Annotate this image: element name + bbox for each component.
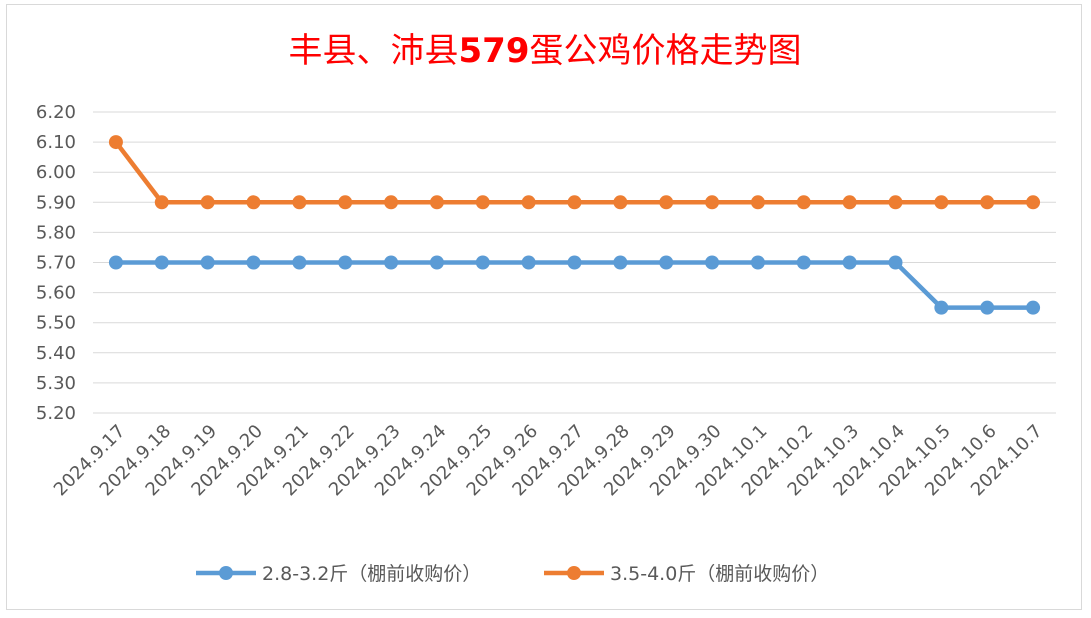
data-point (980, 195, 995, 210)
data-point (888, 255, 903, 270)
chart-title-post: 蛋公鸡价格走势图 (529, 31, 801, 71)
data-point (429, 195, 444, 210)
data-point (1026, 195, 1041, 210)
legend-swatch-marker (567, 566, 581, 580)
data-point (1026, 300, 1041, 315)
legend-swatch-marker (219, 566, 233, 580)
data-point (521, 195, 536, 210)
data-point (567, 255, 582, 270)
chart-title-pre: 丰县、沛县 (289, 31, 459, 71)
y-tick-label: 5.60 (36, 283, 76, 304)
y-tick-label: 5.80 (36, 222, 76, 243)
legend: 2.8-3.2斤（棚前收购价） 3.5-4.0斤（棚前收购价） (196, 563, 829, 585)
series-layer (108, 135, 1041, 315)
data-point (705, 255, 720, 270)
data-point (750, 195, 765, 210)
data-point (475, 195, 490, 210)
data-point (613, 255, 628, 270)
data-point (980, 300, 995, 315)
data-point (246, 255, 261, 270)
data-point (338, 195, 353, 210)
y-tick-label: 5.20 (36, 403, 76, 424)
legend-label: 3.5-4.0斤（棚前收购价） (610, 563, 829, 585)
data-point (200, 255, 215, 270)
data-point (521, 255, 536, 270)
data-point (292, 195, 307, 210)
data-point (888, 195, 903, 210)
y-tick-label: 5.70 (36, 253, 76, 274)
data-point (796, 195, 811, 210)
data-point (659, 195, 674, 210)
legend-label: 2.8-3.2斤（棚前收购价） (262, 563, 481, 585)
data-point (292, 255, 307, 270)
data-point (567, 195, 582, 210)
data-point (659, 255, 674, 270)
data-point (934, 195, 949, 210)
y-tick-label: 5.50 (36, 313, 76, 334)
y-tick-label: 5.90 (36, 192, 76, 213)
y-tick-label: 6.00 (36, 162, 76, 183)
data-point (200, 195, 215, 210)
legend-item-2: 3.5-4.0斤（棚前收购价） (544, 563, 829, 585)
y-tick-label: 6.20 (36, 102, 76, 123)
y-tick-label: 6.10 (36, 132, 76, 153)
y-axis-ticks: 6.20 6.10 6.00 5.90 5.80 5.70 5.60 5.50 5.40 5.30… (36, 102, 76, 424)
series-2 (108, 135, 1041, 210)
data-point (796, 255, 811, 270)
chart-title-num: 579 (459, 31, 530, 71)
data-point (842, 255, 857, 270)
data-point (934, 300, 949, 315)
data-point (384, 195, 399, 210)
chart-frame (6, 4, 1082, 610)
legend-item-1: 2.8-3.2斤（棚前收购价） (196, 563, 481, 585)
data-point (842, 195, 857, 210)
y-tick-label: 5.40 (36, 343, 76, 364)
data-point (108, 255, 123, 270)
x-axis-ticks: 2024.9.172024.9.182024.9.192024.9.202024… (50, 421, 1047, 501)
data-point (429, 255, 444, 270)
y-tick-label: 5.30 (36, 373, 76, 394)
data-point (108, 135, 123, 150)
data-point (154, 255, 169, 270)
data-point (705, 195, 720, 210)
chart-title: 丰县、沛县579蛋公鸡价格走势图 (289, 31, 802, 71)
data-point (475, 255, 490, 270)
data-point (154, 195, 169, 210)
data-point (338, 255, 353, 270)
data-point (384, 255, 399, 270)
data-point (750, 255, 765, 270)
data-point (246, 195, 261, 210)
data-point (613, 195, 628, 210)
series-1 (108, 255, 1041, 315)
